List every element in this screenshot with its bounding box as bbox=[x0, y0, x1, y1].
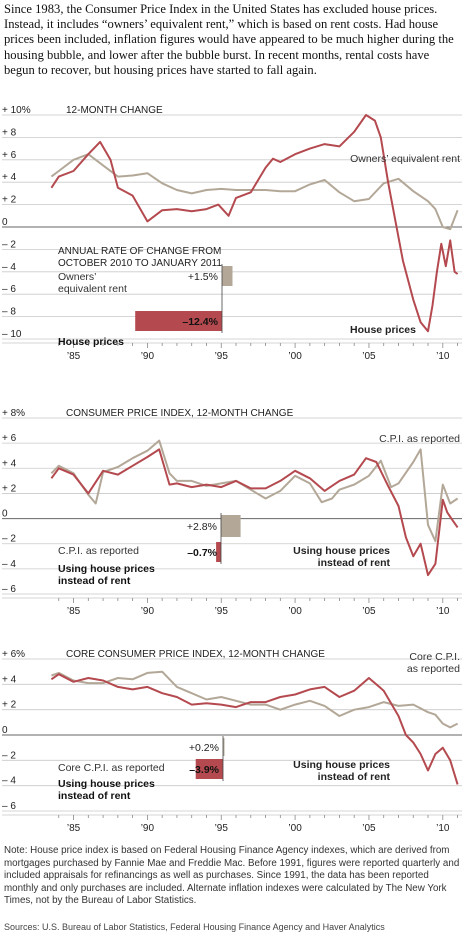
rent-series-label: Owners’ equivalent rent bbox=[350, 153, 460, 165]
inset-value-label: +1.5% bbox=[188, 271, 218, 283]
x-tick-label: ’00 bbox=[288, 606, 302, 617]
y-tick-label: – 4 bbox=[2, 776, 16, 787]
x-tick-label: ’10 bbox=[436, 351, 450, 362]
y-tick-label: – 10 bbox=[2, 329, 22, 340]
y-tick-label: + 6% bbox=[2, 649, 25, 660]
inset-bar-house bbox=[135, 311, 222, 331]
rent-series-line bbox=[50, 153, 459, 231]
intro-text: Since 1983, the Consumer Price Index in … bbox=[4, 2, 454, 77]
inset-title: ANNUAL RATE OF CHANGE FROM OCTOBER 2010 T… bbox=[58, 246, 222, 269]
x-tick-label: ’00 bbox=[288, 823, 302, 834]
footnote: Note: House price index is based on Fede… bbox=[4, 845, 460, 907]
x-tick-label: ’10 bbox=[436, 606, 450, 617]
house-series-line bbox=[50, 673, 459, 785]
chart-title: CORE CONSUMER PRICE INDEX, 12-MONTH CHAN… bbox=[66, 649, 325, 660]
inset-bar-rent bbox=[222, 266, 233, 286]
rent-series-label: Core C.P.I. as reported bbox=[407, 651, 460, 675]
y-tick-label: – 2 bbox=[2, 750, 16, 761]
y-tick-label: – 4 bbox=[2, 559, 16, 570]
x-tick-label: ’95 bbox=[215, 606, 229, 617]
y-tick-label: + 6 bbox=[2, 150, 17, 161]
inset-value-label: –3.9% bbox=[189, 764, 219, 776]
x-tick-label: ’85 bbox=[67, 606, 81, 617]
x-tick-label: ’95 bbox=[215, 823, 229, 834]
inset-bar-rent bbox=[221, 515, 241, 537]
rent-series-line bbox=[51, 670, 459, 729]
x-tick-label: ’05 bbox=[362, 351, 376, 362]
y-tick-label: 0 bbox=[2, 217, 8, 228]
x-tick-label: ’85 bbox=[67, 351, 81, 362]
y-tick-label: – 2 bbox=[2, 239, 16, 250]
y-tick-label: – 4 bbox=[2, 262, 16, 273]
inset-value-label: +2.8% bbox=[187, 521, 217, 533]
inset-value-label: –12.4% bbox=[182, 316, 218, 328]
y-tick-label: + 10% bbox=[2, 105, 31, 116]
y-tick-label: + 8 bbox=[2, 127, 17, 138]
x-tick-label: ’85 bbox=[67, 823, 81, 834]
y-tick-label: – 6 bbox=[2, 801, 16, 812]
y-tick-label: + 2 bbox=[2, 700, 17, 711]
y-tick-label: – 6 bbox=[2, 284, 16, 295]
inset-bar-house bbox=[195, 759, 223, 779]
house-series-line bbox=[50, 114, 459, 333]
chart-title: 12-MONTH CHANGE bbox=[66, 105, 163, 116]
inset-item-label: House prices bbox=[58, 336, 124, 348]
x-tick-label: ’90 bbox=[141, 606, 155, 617]
house-series-label: Using house prices instead of rent bbox=[293, 759, 390, 783]
inset-item-label: Using house prices instead of rent bbox=[58, 778, 155, 802]
house-series-label: House prices bbox=[350, 324, 416, 336]
inset-item-label: Owners’ equivalent rent bbox=[58, 271, 127, 295]
y-tick-label: – 8 bbox=[2, 307, 16, 318]
inset-value-label: +0.2% bbox=[189, 742, 219, 754]
x-tick-label: ’00 bbox=[288, 351, 302, 362]
house-series-line bbox=[50, 448, 459, 577]
inset-bar-house bbox=[216, 542, 221, 562]
chart-title: CONSUMER PRICE INDEX, 12-MONTH CHANGE bbox=[66, 408, 294, 419]
x-tick-label: ’90 bbox=[141, 823, 155, 834]
x-tick-label: ’05 bbox=[362, 823, 376, 834]
y-tick-label: 0 bbox=[2, 509, 8, 520]
inset-item-label: Core C.P.I. as reported bbox=[58, 762, 165, 774]
x-tick-label: ’95 bbox=[215, 351, 229, 362]
inset-item-label: C.P.I. as reported bbox=[58, 545, 139, 557]
chart-12-month-change: + 10% + 8 + 6 + 4 + 2 0 – 2 – 4 – 6 – 8 – 10 12-MON… bbox=[2, 105, 462, 362]
chart-core-cpi-12-month-change: + 6% + 4 + 2 0 – 2 – 4 – 6 CORE CONSUMER PRICE … bbox=[2, 649, 462, 834]
house-series-label: Using house prices instead of rent bbox=[293, 545, 390, 569]
inset-item-label: Using house prices instead of rent bbox=[58, 563, 155, 587]
y-tick-label: + 6 bbox=[2, 433, 17, 444]
chart-cpi-12-month-change: + 8% + 6 + 4 + 2 0 – 2 – 4 – 6 CONSUMER PRICE IN… bbox=[2, 408, 462, 617]
y-tick-label: – 2 bbox=[2, 534, 16, 545]
y-tick-label: 0 bbox=[2, 725, 8, 736]
sources-line: Sources: U.S. Bureau of Labor Statistics… bbox=[4, 922, 385, 932]
rent-series-label: C.P.I. as reported bbox=[379, 433, 460, 445]
x-tick-label: ’90 bbox=[141, 351, 155, 362]
y-tick-label: + 4 bbox=[2, 458, 17, 469]
x-tick-label: ’05 bbox=[362, 606, 376, 617]
rent-series-line bbox=[50, 439, 459, 543]
inset-value-label: –0.7% bbox=[187, 547, 217, 559]
x-tick-label: ’10 bbox=[436, 823, 450, 834]
y-tick-label: + 2 bbox=[2, 195, 17, 206]
y-tick-label: + 4 bbox=[2, 674, 17, 685]
y-tick-label: – 6 bbox=[2, 584, 16, 595]
inset-bar-rent bbox=[223, 738, 225, 756]
y-tick-label: + 2 bbox=[2, 483, 17, 494]
y-tick-label: + 8% bbox=[2, 408, 25, 419]
y-tick-label: + 4 bbox=[2, 172, 17, 183]
